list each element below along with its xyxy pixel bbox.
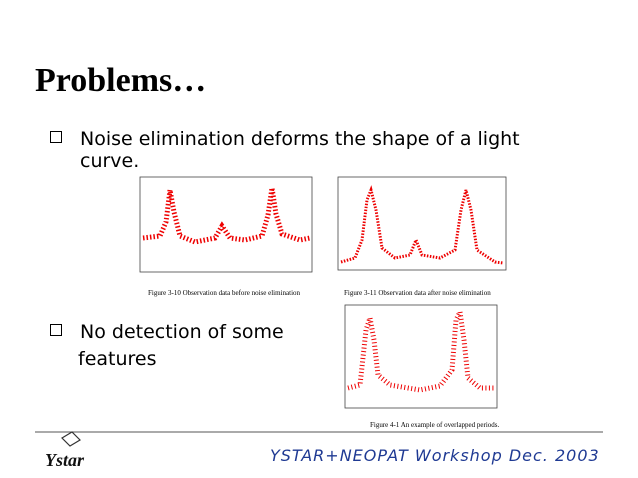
bullet-text: No detection of some	[80, 321, 284, 343]
plot-curve	[347, 303, 494, 393]
footer-logo: Ystar	[45, 450, 85, 470]
figure-caption: Figure 3-11 Observation data after noise…	[344, 289, 491, 297]
figure-caption: Figure 3-10 Observation data before nois…	[148, 289, 301, 297]
plot-frame	[139, 176, 313, 273]
footer-event: YSTAR+NEOPAT Workshop Dec. 2003	[270, 446, 600, 465]
logo-mark	[61, 431, 81, 447]
plot-curve	[340, 185, 504, 265]
bullet-marker	[50, 131, 62, 143]
figure-caption: Figure 4-1 An example of overlapped peri…	[370, 421, 500, 429]
plot-frame	[344, 304, 498, 409]
bullet-text: Noise elimination deforms the shape of a…	[80, 128, 520, 150]
plot-curve	[142, 187, 311, 245]
bullet-text: features	[78, 348, 157, 370]
bullet-text: curve.	[80, 150, 140, 172]
slide-title: Problems…	[35, 62, 207, 99]
bullet-marker	[50, 324, 62, 336]
